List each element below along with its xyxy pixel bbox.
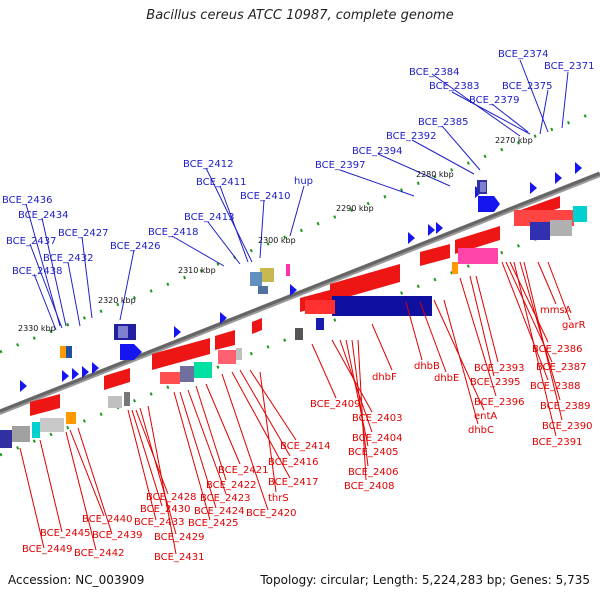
- kbp-label: 2270 kbp: [495, 136, 533, 145]
- gene-label: BCE_2403: [352, 413, 402, 424]
- gene-label: BCE_2394: [352, 146, 402, 157]
- forward-genes: [20, 162, 582, 392]
- gene-label: hup: [294, 176, 313, 187]
- gene-label: BCE_2371: [544, 61, 594, 72]
- gene-label: BCE_2420: [246, 508, 296, 519]
- gene-label: BCE_2384: [409, 67, 459, 78]
- gene-label: BCE_2397: [315, 160, 365, 171]
- gene-label: BCE_2416: [268, 457, 318, 468]
- gene-label: BCE_2390: [542, 421, 592, 432]
- gene-label: BCE_2412: [183, 159, 233, 170]
- gene-label: BCE_2424: [194, 506, 244, 517]
- genome-backbone: [0, 171, 600, 415]
- gene-label: BCE_2411: [196, 177, 246, 188]
- gene-label: BCE_2427: [58, 228, 108, 239]
- gene-label: BCE_2395: [470, 377, 520, 388]
- gene-label: BCE_2404: [352, 433, 402, 444]
- reverse-genes: [30, 196, 560, 416]
- kbp-labels: 2270 kbp 2280 kbp 2290 kbp 2300 kbp 2310…: [18, 136, 533, 333]
- gene-label: BCE_2408: [344, 481, 394, 492]
- kbp-label: 2280 kbp: [416, 170, 454, 179]
- gene-label: BCE_2434: [18, 210, 68, 221]
- gene-label: BCE_2375: [502, 81, 552, 92]
- gene-label: BCE_2389: [540, 401, 590, 412]
- gene-label: mmsA: [540, 305, 572, 316]
- kbp-label: 2310 kbp: [178, 266, 216, 275]
- gene-label: BCE_2374: [498, 49, 548, 60]
- accession-text: Accession: NC_003909: [8, 573, 145, 587]
- gene-label: BCE_2387: [536, 362, 586, 373]
- gene-label: BCE_2383: [429, 81, 479, 92]
- kbp-label: 2300 kbp: [258, 236, 296, 245]
- gene-label: BCE_2405: [348, 447, 398, 458]
- bottom-gene-labels: mmsA garR BCE_2386 BCE_2387 BCE_2388 BCE…: [22, 305, 592, 563]
- gene-label: BCE_2439: [92, 530, 142, 541]
- gene-label: BCE_2379: [469, 95, 519, 106]
- gene-label: BCE_2393: [474, 363, 524, 374]
- gene-label: BCE_2414: [280, 441, 330, 452]
- gene-label: BCE_2396: [474, 397, 524, 408]
- gene-label: BCE_2445: [40, 528, 90, 539]
- gene-label: BCE_2418: [148, 227, 198, 238]
- top-leader-lines: [25, 59, 569, 331]
- forward-blocks: [60, 180, 487, 358]
- kbp-label: 2330 kbp: [18, 324, 56, 333]
- gene-label: BCE_2449: [22, 544, 72, 555]
- gene-label: dhbB: [414, 361, 440, 372]
- gene-label: BCE_2386: [532, 344, 582, 355]
- bottom-leader-lines: [19, 261, 571, 555]
- gene-label: BCE_2429: [154, 532, 204, 543]
- kbp-label: 2320 kbp: [98, 296, 136, 305]
- gene-label: dhbC: [468, 425, 494, 436]
- gene-label: BCE_2413: [184, 212, 234, 223]
- gene-label: BCE_2426: [110, 241, 160, 252]
- gene-label: BCE_2385: [418, 117, 468, 128]
- gene-label: BCE_2423: [200, 493, 250, 504]
- gene-label: BCE_2438: [12, 266, 62, 277]
- gene-label: thrS: [268, 493, 289, 504]
- gene-label: BCE_2428: [146, 492, 196, 503]
- gene-label: BCE_2417: [268, 477, 318, 488]
- gene-label: dhbE: [434, 373, 459, 384]
- gene-label: entA: [474, 411, 497, 422]
- kbp-label: 2290 kbp: [336, 204, 374, 213]
- gene-label: BCE_2433: [134, 517, 184, 528]
- gene-label: BCE_2436: [2, 195, 52, 206]
- topology-text: Topology: circular; Length: 5,224,283 bp…: [260, 573, 590, 587]
- gene-label: BCE_2431: [154, 552, 204, 563]
- gene-label: BCE_2391: [532, 437, 582, 448]
- gene-label: BCE_2422: [206, 480, 256, 491]
- gene-label: BCE_2442: [74, 548, 124, 559]
- gene-label: dhbF: [372, 372, 397, 383]
- gene-label: BCE_2409: [310, 399, 360, 410]
- gene-label: BCE_2432: [43, 253, 93, 264]
- gene-label: BCE_2421: [218, 465, 268, 476]
- gene-label: BCE_2388: [530, 381, 580, 392]
- gene-label: BCE_2425: [188, 518, 238, 529]
- reverse-blocks: [0, 206, 587, 448]
- gene-label: BCE_2430: [140, 504, 190, 515]
- gene-label: BCE_2437: [6, 236, 56, 247]
- gene-label: BCE_2406: [348, 467, 398, 478]
- gene-label: BCE_2392: [386, 131, 436, 142]
- gene-label: garR: [562, 320, 586, 331]
- gene-label: BCE_2440: [82, 514, 132, 525]
- top-gene-labels: BCE_2374 BCE_2371 BCE_2384 BCE_2383 BCE_…: [2, 49, 594, 277]
- gene-label: BCE_2410: [240, 191, 290, 202]
- map-title: Bacillus cereus ATCC 10987, complete gen…: [146, 8, 454, 23]
